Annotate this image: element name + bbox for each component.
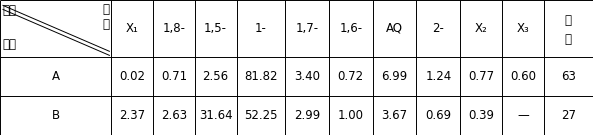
Text: A: A [52, 70, 59, 83]
Text: 2.37: 2.37 [119, 109, 145, 122]
Text: 数: 数 [565, 33, 572, 46]
Text: 0.71: 0.71 [161, 70, 187, 83]
Text: 52.25: 52.25 [244, 109, 278, 122]
Text: X₁: X₁ [126, 22, 139, 35]
Text: 2.63: 2.63 [161, 109, 187, 122]
Text: 31.64: 31.64 [199, 109, 232, 122]
Text: 2.56: 2.56 [203, 70, 229, 83]
Text: 0.02: 0.02 [119, 70, 145, 83]
Text: 3.40: 3.40 [294, 70, 320, 83]
Text: 1,7-: 1,7- [295, 22, 318, 35]
Text: 2-: 2- [432, 22, 444, 35]
Text: —: — [517, 109, 529, 122]
Text: 1.24: 1.24 [425, 70, 451, 83]
Text: B: B [52, 109, 60, 122]
Text: 1,6-: 1,6- [339, 22, 362, 35]
Text: 分: 分 [103, 18, 109, 31]
Text: 含量: 含量 [2, 4, 17, 17]
Text: 1,8-: 1,8- [162, 22, 186, 35]
Text: X₃: X₃ [517, 22, 530, 35]
Text: AQ: AQ [386, 22, 403, 35]
Text: 1,5-: 1,5- [204, 22, 227, 35]
Text: X₂: X₂ [475, 22, 487, 35]
Text: 份: 份 [565, 14, 572, 27]
Text: 6.99: 6.99 [381, 70, 407, 83]
Text: 组份: 组份 [2, 38, 17, 51]
Text: 1.00: 1.00 [338, 109, 364, 122]
Text: 1-: 1- [255, 22, 267, 35]
Text: 0.72: 0.72 [337, 70, 364, 83]
Text: 3.67: 3.67 [381, 109, 407, 122]
Text: 0.77: 0.77 [468, 70, 494, 83]
Text: 0.69: 0.69 [425, 109, 451, 122]
Text: 2.99: 2.99 [294, 109, 320, 122]
Text: 63: 63 [561, 70, 576, 83]
Text: 27: 27 [561, 109, 576, 122]
Text: 0.60: 0.60 [510, 70, 536, 83]
Text: 0.39: 0.39 [468, 109, 494, 122]
Text: 81.82: 81.82 [244, 70, 278, 83]
Text: 成: 成 [103, 3, 109, 16]
